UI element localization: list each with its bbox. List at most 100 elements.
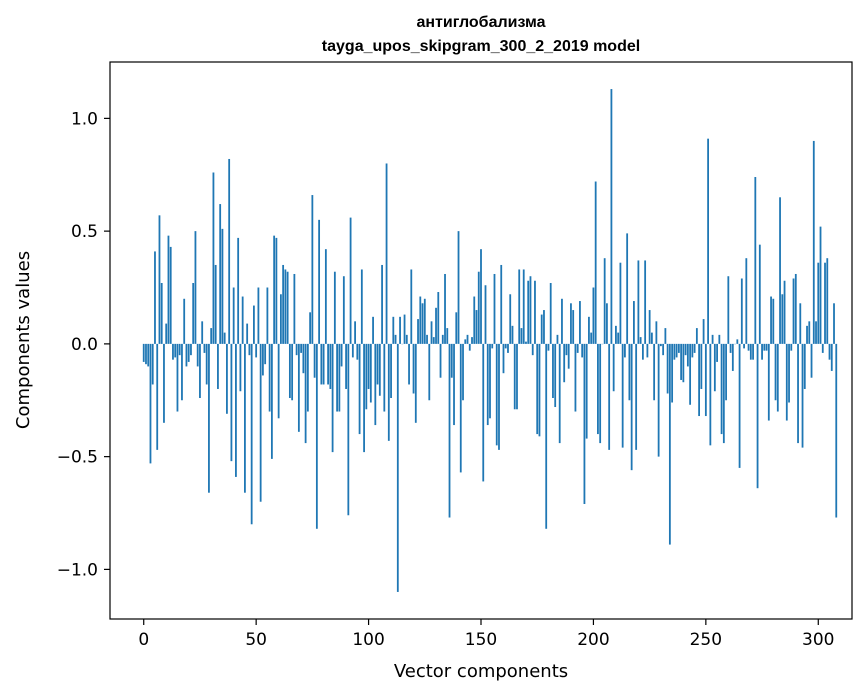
y-tick-label: 1.0 (71, 109, 98, 129)
bar (693, 343, 696, 353)
bar (574, 343, 577, 412)
bar (635, 343, 638, 450)
bar (554, 343, 557, 408)
bar (273, 235, 276, 344)
bar (230, 343, 233, 462)
bar (390, 343, 392, 398)
bar (322, 343, 325, 385)
bar (486, 343, 489, 426)
bar (491, 343, 494, 349)
bar (455, 312, 458, 344)
bar (583, 343, 586, 504)
bar (414, 343, 417, 423)
bar (421, 303, 424, 344)
bar (504, 343, 507, 349)
bar (331, 343, 334, 453)
bar (381, 264, 383, 344)
bar (167, 235, 170, 344)
bar (639, 337, 642, 344)
bar (259, 343, 262, 502)
bar (740, 278, 743, 344)
bar (531, 343, 534, 356)
bar (399, 316, 401, 344)
bar (244, 343, 246, 493)
bar (151, 343, 154, 385)
bar (210, 328, 213, 344)
bar (833, 303, 835, 344)
bar (293, 273, 296, 344)
bar (509, 294, 512, 344)
bar (729, 343, 732, 353)
bar (160, 283, 163, 344)
bar (745, 258, 748, 344)
bar (828, 343, 831, 360)
bar (221, 228, 224, 344)
bar (255, 343, 258, 358)
bar (194, 231, 197, 344)
bar (545, 343, 548, 529)
bar (208, 343, 210, 493)
bar (725, 343, 727, 401)
bar (282, 264, 285, 344)
bar (835, 343, 838, 518)
bar (489, 343, 491, 419)
bar (309, 312, 312, 344)
bar (432, 337, 435, 344)
bar (405, 334, 408, 344)
bar (608, 343, 611, 450)
bar (410, 269, 413, 344)
bar (756, 343, 759, 489)
bar (268, 343, 271, 412)
chart-title: антиглобализма (416, 14, 545, 31)
bar (585, 343, 588, 439)
x-tick-label: 200 (577, 630, 609, 650)
bar (201, 321, 204, 344)
bar (754, 177, 757, 344)
bar (459, 343, 462, 473)
bar (441, 334, 444, 344)
bar (556, 334, 559, 344)
bar (776, 343, 779, 412)
bar (270, 343, 273, 459)
bar (154, 251, 156, 344)
bar (810, 343, 813, 378)
bar (187, 343, 190, 362)
bar (624, 343, 626, 358)
bar (291, 343, 294, 401)
bar (830, 343, 833, 371)
bar (502, 343, 505, 374)
bar (279, 294, 282, 344)
bar (437, 292, 440, 344)
bar (426, 334, 428, 344)
bar (205, 343, 208, 385)
bar (295, 343, 298, 356)
x-tick-label: 150 (465, 630, 497, 650)
bar (228, 158, 231, 344)
bar (142, 343, 145, 362)
bar (817, 262, 820, 344)
bar (819, 226, 822, 344)
bar (700, 343, 703, 389)
bar (597, 343, 599, 435)
bar (770, 296, 772, 344)
bar (495, 343, 498, 446)
bar (826, 258, 829, 344)
bar (572, 310, 575, 344)
bars-group (142, 89, 838, 592)
bar (547, 343, 550, 351)
bar (315, 343, 318, 529)
bar (675, 343, 678, 358)
bar (790, 343, 793, 351)
bar (824, 262, 826, 344)
bar (482, 343, 485, 482)
bar (655, 321, 658, 344)
bar (781, 294, 784, 344)
bar (662, 343, 665, 356)
bar (475, 310, 478, 344)
x-tick-label: 300 (802, 630, 834, 650)
x-tick-label: 100 (352, 630, 384, 650)
bar (540, 314, 543, 344)
bar (525, 341, 527, 344)
bar (610, 89, 613, 344)
x-tick-label: 0 (138, 630, 149, 650)
